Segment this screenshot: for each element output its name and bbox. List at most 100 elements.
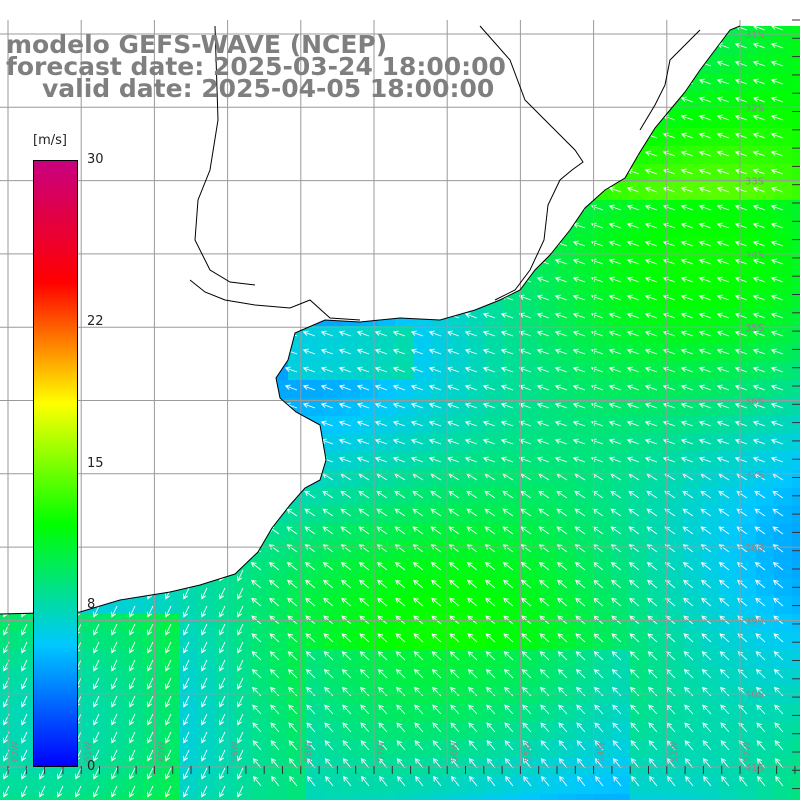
ocean-cell [468,632,486,650]
ocean-cell [144,110,162,128]
ocean-cell [576,614,594,632]
ocean-cell [756,200,774,218]
ocean-cell [144,524,162,542]
wind-arrow [680,276,694,283]
ocean-cell [558,506,576,524]
wind-arrow [626,60,640,67]
wind-arrow [230,240,244,247]
wind-arrow [194,402,208,409]
ocean-cell [126,380,144,398]
wind-arrow [608,312,622,319]
wind-arrow [428,204,442,211]
ocean-cell [306,272,324,290]
wind-arrow [449,597,460,607]
wind-arrow [718,526,730,535]
ocean-cell [198,794,216,800]
wind-arrow [248,294,262,301]
ocean-cell [612,128,630,146]
ocean-cell [666,290,684,308]
wind-arrow [122,456,136,463]
wind-arrow [504,757,514,769]
wind-arrow [104,456,118,463]
ocean-cell [216,218,234,236]
ocean-cell [288,704,306,722]
wind-arrow [177,473,190,481]
wind-arrow [415,775,424,787]
ocean-cell [648,200,666,218]
ocean-cell [18,686,36,704]
wind-arrow [165,713,172,726]
wind-arrow [536,312,550,319]
wind-arrow [158,420,172,427]
ocean-cell [90,290,108,308]
wind-arrow [201,677,208,690]
wind-arrow [165,695,172,708]
ocean-cell [558,254,576,272]
ocean-cell [144,776,162,794]
ocean-cell [324,614,342,632]
wind-arrow [374,312,388,319]
ocean-cell [450,200,468,218]
wind-arrow [608,294,622,301]
ocean-cell [522,344,540,362]
wind-arrow [518,348,532,355]
ocean-cell [432,704,450,722]
ocean-cell [576,686,594,704]
wind-arrow [500,222,514,229]
wind-arrow [129,623,136,636]
wind-arrow [230,456,244,463]
wind-arrow [626,96,640,103]
ocean-cell [180,362,198,380]
wind-arrow [176,366,190,373]
ocean-cell [126,146,144,164]
wind-arrow [770,60,784,67]
ocean-cell [324,578,342,596]
wind-arrow [538,544,550,553]
wind-arrow [176,240,190,247]
ocean-cell [144,542,162,560]
wind-arrow [680,402,694,409]
ocean-cell [648,236,666,254]
wind-arrow [682,508,694,517]
wind-arrow [626,150,640,157]
ocean-cell [396,542,414,560]
ocean-cell [450,434,468,452]
ocean-cell [648,218,666,236]
wind-arrow [626,258,640,265]
ocean-cell [792,56,800,74]
wind-arrow [322,508,334,517]
ocean-cell [288,128,306,146]
ocean-cell [594,560,612,578]
wind-arrow [338,312,352,319]
ocean-cell [540,632,558,650]
uruguay-brazil-border [479,25,584,301]
wind-arrow [611,651,622,661]
wind-arrow [160,526,172,535]
ocean-cell [252,794,270,800]
ocean-cell [450,182,468,200]
wind-arrow [320,366,334,373]
ocean-cell [504,560,522,578]
wind-arrow [502,526,514,535]
wind-arrow [104,420,118,427]
ocean-cell [198,326,216,344]
ocean-cell [288,416,306,434]
wind-arrow [644,366,658,373]
wind-arrow [183,659,190,672]
wind-arrow [111,623,118,636]
ocean-cell [126,632,144,650]
ocean-cell [504,308,522,326]
wind-arrow [250,508,262,517]
wind-arrow [104,312,118,319]
wind-arrow [518,26,532,31]
wind-arrow [341,633,352,643]
wind-arrow [287,668,298,679]
ocean-cell [198,380,216,398]
ocean-cell [324,686,342,704]
ocean-cell [612,488,630,506]
ocean-cell [180,596,198,614]
ocean-cell [774,254,792,272]
wind-arrow [518,438,532,445]
ocean-cell [108,110,126,128]
wind-arrow [288,722,298,733]
